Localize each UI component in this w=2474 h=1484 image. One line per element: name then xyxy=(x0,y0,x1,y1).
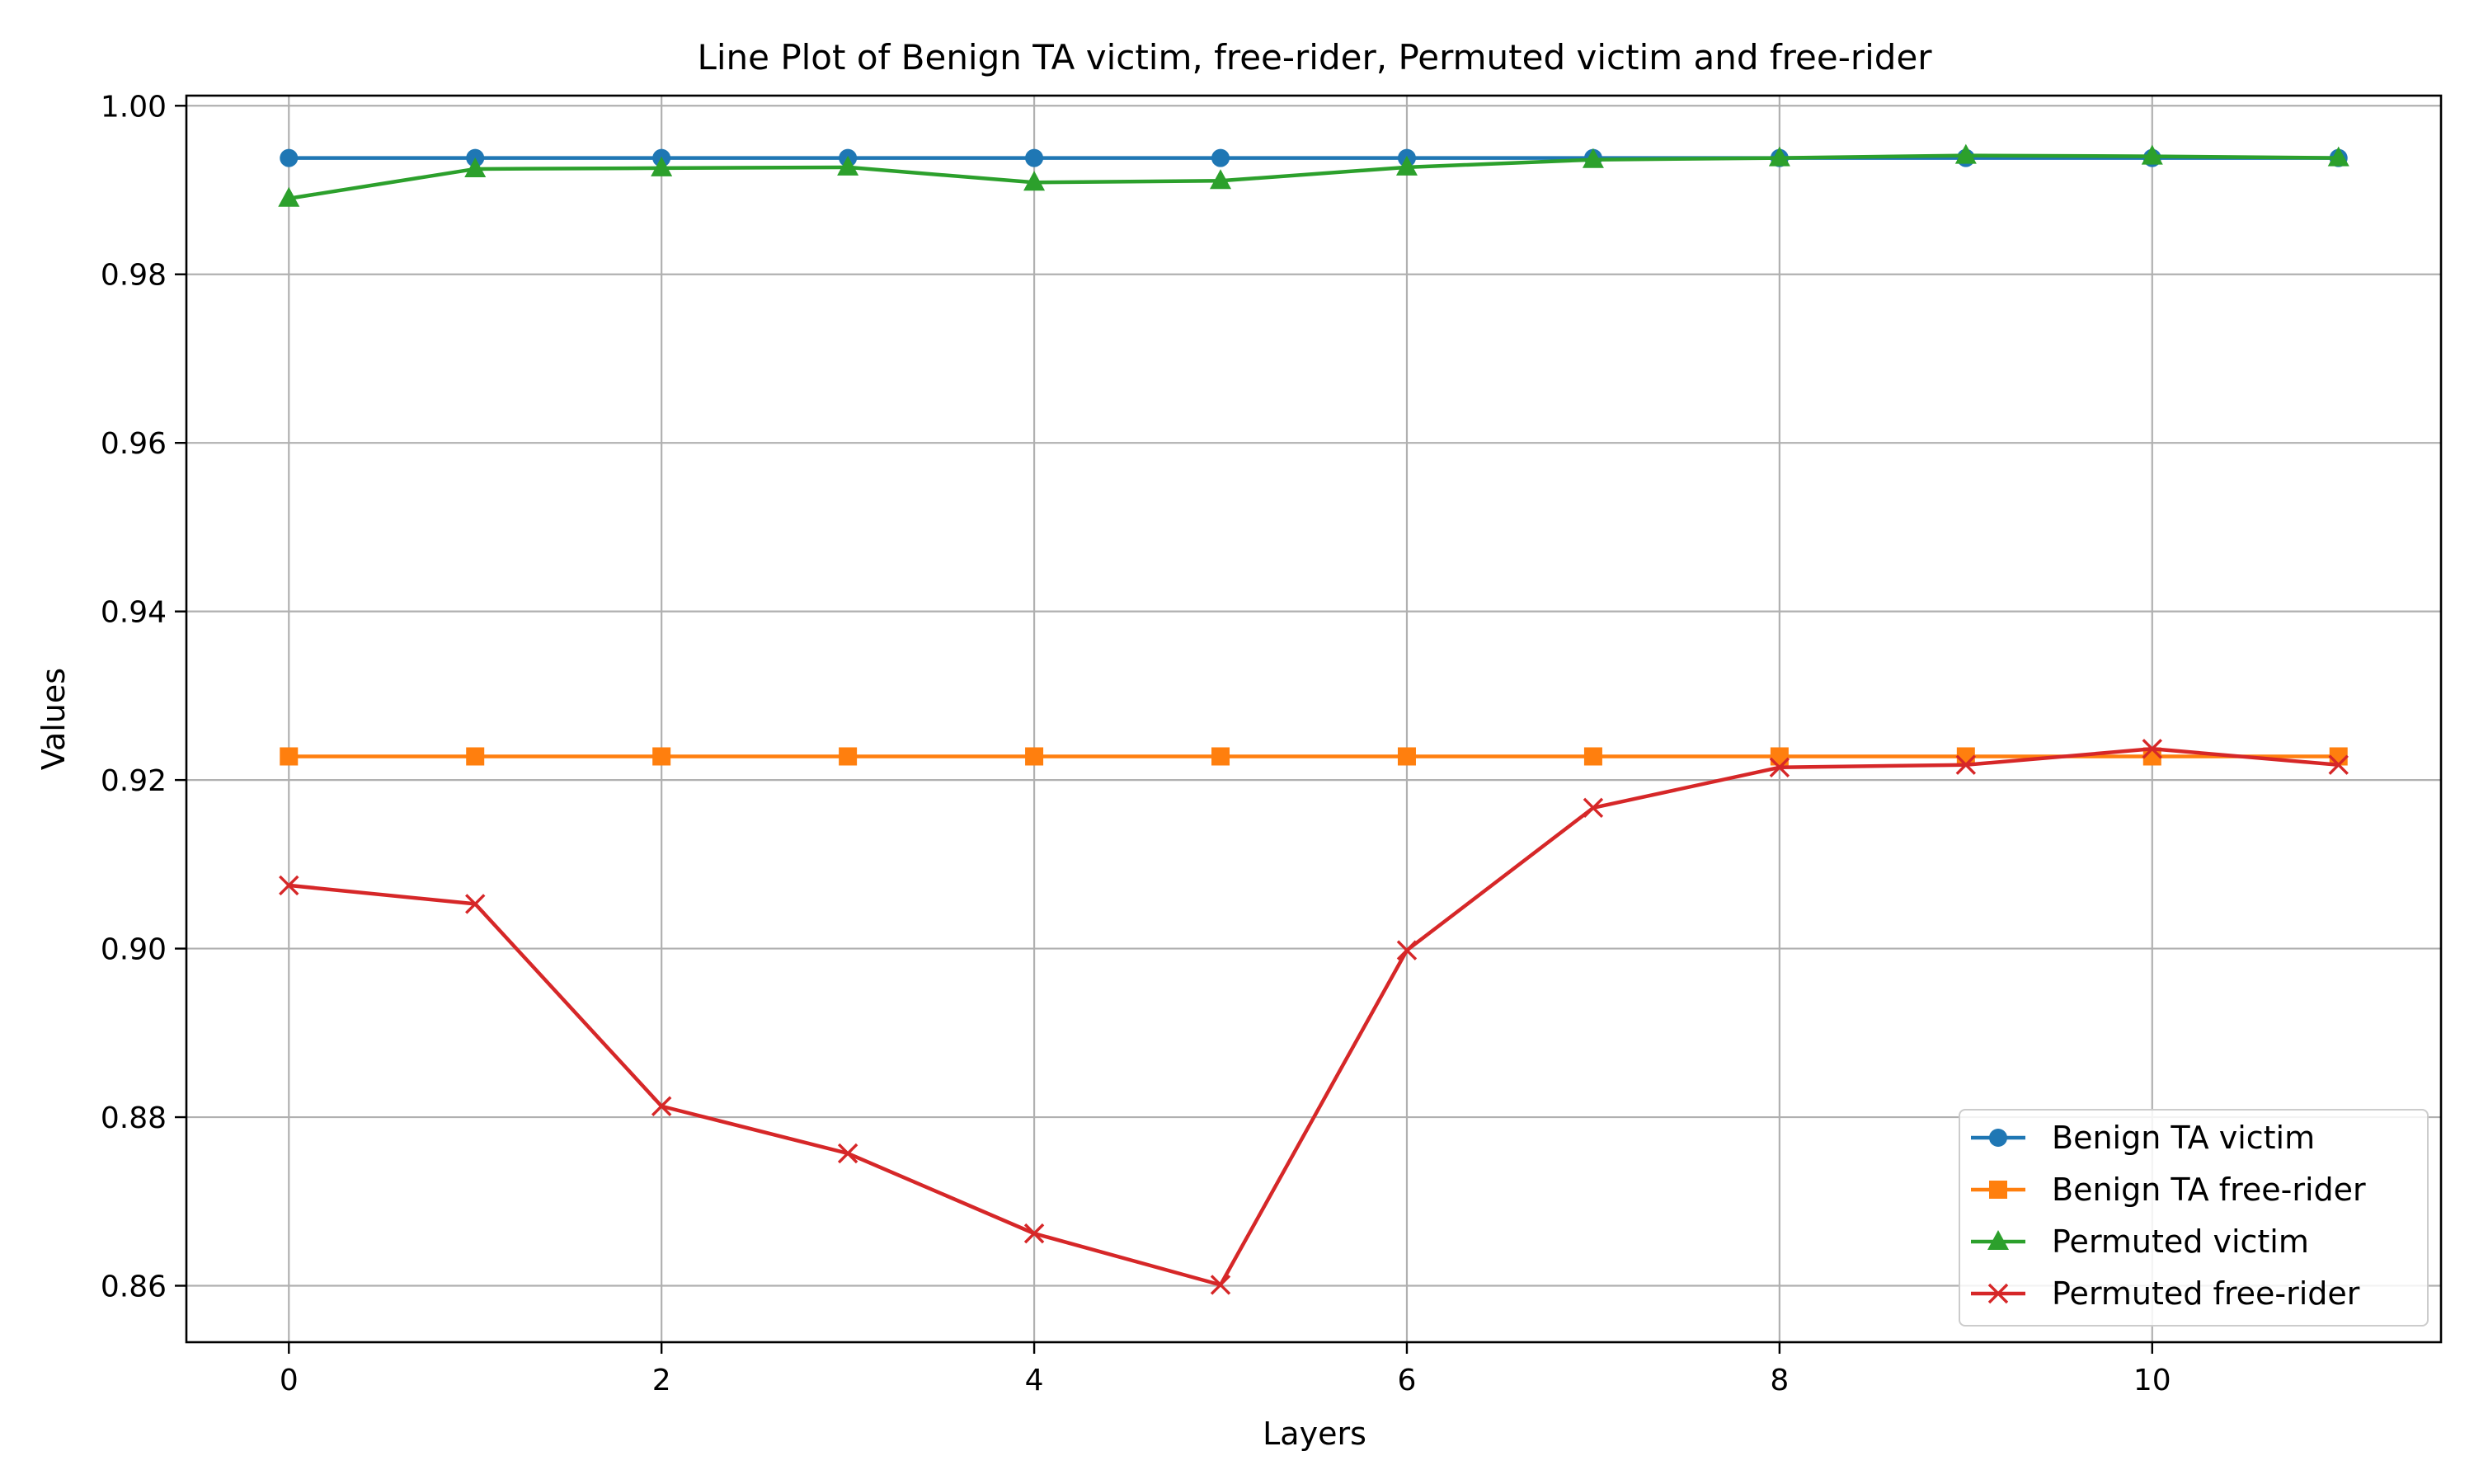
chart-title: Line Plot of Benign TA victim, free-ride… xyxy=(697,37,1932,77)
y-tick-label: 0.94 xyxy=(101,596,167,630)
data-point-permuted-victim xyxy=(1954,143,1977,164)
x-marker-stroke xyxy=(1583,797,1604,819)
data-point-permuted-victim xyxy=(1210,169,1232,190)
data-point-permuted-victim xyxy=(278,186,300,207)
x-tick-label: 6 xyxy=(1398,1364,1417,1397)
x-tick-label: 0 xyxy=(280,1364,299,1397)
legend-item-permuted-victim: Permuted victim xyxy=(1971,1223,2309,1260)
y-tick-label: 0.88 xyxy=(101,1101,167,1135)
data-point-permuted-free-rider xyxy=(837,1143,858,1164)
x-marker-stroke xyxy=(1023,1223,1045,1244)
series-layer xyxy=(278,143,2349,1295)
x-marker-stroke xyxy=(1396,940,1418,960)
legend-item-benign-ta-free-rider: Benign TA free-rider xyxy=(1971,1172,2366,1208)
data-point-permuted-victim xyxy=(2327,146,2349,167)
legend-item-permuted-free-rider: Permuted free-rider xyxy=(1971,1275,2360,1312)
y-tick-label: 1.00 xyxy=(101,90,167,124)
legend-marker xyxy=(1989,1129,2007,1147)
series-line-permuted-free-rider xyxy=(289,747,2339,1287)
series-permuted-free-rider xyxy=(279,739,2349,1295)
x-marker-stroke xyxy=(1769,757,1790,777)
legend-label: Benign TA free-rider xyxy=(2052,1172,2366,1208)
data-point-permuted-victim xyxy=(1395,155,1418,176)
data-point-benign-ta-free-rider xyxy=(1211,747,1230,766)
legend-marker xyxy=(1989,1181,2007,1199)
x-marker-stroke xyxy=(651,1096,672,1116)
data-point-permuted-victim xyxy=(1582,148,1604,168)
data-point-permuted-free-rider xyxy=(1023,1223,1045,1244)
data-point-benign-ta-free-rider xyxy=(839,747,858,766)
x-marker-stroke xyxy=(1210,1275,1231,1295)
x-tick-label: 2 xyxy=(652,1364,671,1397)
data-point-benign-ta-free-rider xyxy=(1583,747,1602,766)
data-point-benign-ta-victim xyxy=(1211,148,1230,167)
data-point-permuted-free-rider xyxy=(1210,1275,1231,1295)
data-point-permuted-victim xyxy=(1023,171,1046,191)
legend-label: Permuted free-rider xyxy=(2052,1275,2360,1312)
grid-layer xyxy=(186,96,2441,1342)
plot-frame xyxy=(185,94,2443,1344)
data-point-permuted-victim xyxy=(2141,144,2163,165)
legend-box xyxy=(1959,1109,2429,1327)
series-permuted-victim xyxy=(278,143,2349,207)
x-marker-stroke xyxy=(2328,754,2349,775)
x-tick-label: 8 xyxy=(1770,1364,1789,1397)
data-point-benign-ta-free-rider xyxy=(1025,747,1044,766)
data-point-benign-ta-free-rider xyxy=(280,747,299,766)
tick-layer: 0 2 4 6 8 10 0.86 0.88 0.90 0.92 0.94 0.96 0.98 1.00 xyxy=(101,90,2171,1397)
data-point-permuted-free-rider xyxy=(1769,757,1790,777)
data-point-permuted-free-rider xyxy=(465,894,486,914)
data-point-permuted-free-rider xyxy=(279,875,299,896)
y-tick-label: 0.92 xyxy=(101,764,167,798)
data-point-benign-ta-free-rider xyxy=(466,747,485,766)
y-tick-label: 0.96 xyxy=(101,427,167,461)
y-tick-label: 0.98 xyxy=(101,259,167,293)
data-point-permuted-free-rider xyxy=(2328,754,2349,775)
data-point-permuted-free-rider xyxy=(1955,754,1977,775)
x-marker-stroke xyxy=(279,875,299,896)
legend-label: Permuted victim xyxy=(2052,1223,2309,1260)
data-point-permuted-free-rider xyxy=(1583,797,1604,819)
data-point-benign-ta-victim xyxy=(1025,148,1044,167)
x-tick-label: 4 xyxy=(1025,1364,1044,1397)
x-marker-stroke xyxy=(837,1143,858,1164)
legend-marker xyxy=(1987,1230,2009,1250)
data-point-permuted-victim xyxy=(651,156,673,176)
data-point-permuted-free-rider xyxy=(1396,940,1418,960)
data-point-permuted-victim xyxy=(464,157,487,177)
x-tick-label: 10 xyxy=(2133,1364,2171,1397)
y-tick-label: 0.86 xyxy=(101,1270,167,1304)
x-marker-stroke xyxy=(465,894,486,914)
x-marker-stroke xyxy=(1955,754,1977,775)
data-point-benign-ta-victim xyxy=(280,148,299,167)
legend-label: Benign TA victim xyxy=(2052,1120,2315,1156)
data-point-permuted-victim xyxy=(1768,146,1790,167)
data-point-permuted-free-rider xyxy=(651,1096,672,1116)
data-point-permuted-free-rider xyxy=(2142,739,2162,759)
legend: Benign TA victim Benign TA free-rider Perm… xyxy=(1959,1109,2429,1327)
y-tick-label: 0.90 xyxy=(101,933,167,967)
x-axis-label: Layers xyxy=(1263,1416,1366,1452)
data-point-permuted-victim xyxy=(837,155,859,176)
series-line-permuted-victim xyxy=(288,153,2339,200)
data-point-benign-ta-free-rider xyxy=(652,747,671,766)
legend-marker xyxy=(1987,1283,2009,1304)
x-marker-stroke xyxy=(1987,1283,2009,1304)
legend-item-benign-ta-victim: Benign TA victim xyxy=(1971,1120,2315,1156)
data-point-benign-ta-free-rider xyxy=(1397,747,1416,766)
y-axis-label: Values xyxy=(35,668,72,770)
x-marker-stroke xyxy=(2142,739,2162,759)
